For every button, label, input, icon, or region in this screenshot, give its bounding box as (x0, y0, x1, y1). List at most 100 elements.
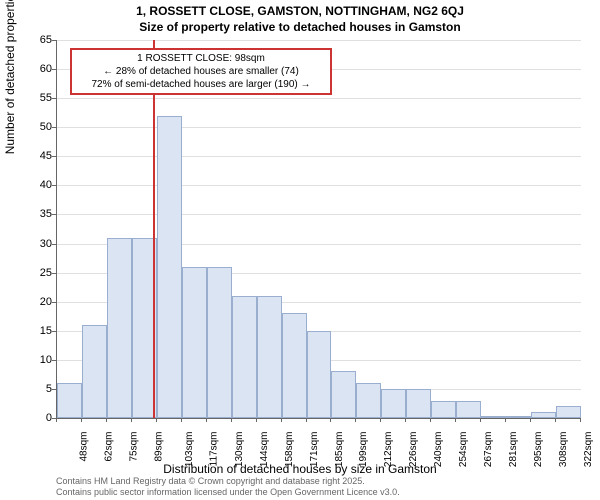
histogram-bar (157, 116, 182, 418)
x-tick-label: 62sqm (103, 432, 114, 462)
x-tick (106, 418, 107, 422)
x-tick (206, 418, 207, 422)
histogram-bar (531, 412, 556, 418)
x-tick-label: 322sqm (583, 432, 594, 468)
histogram-bar (381, 389, 406, 418)
histogram-bar (307, 331, 332, 418)
y-tick-label: 25 (22, 267, 52, 279)
y-tick (52, 273, 56, 274)
y-tick-label: 30 (22, 238, 52, 250)
histogram-bar (431, 401, 456, 418)
histogram-bar (57, 383, 82, 418)
footer-text: Contains HM Land Registry data © Crown c… (56, 476, 400, 498)
x-tick-label: 199sqm (359, 432, 370, 468)
y-tick (52, 156, 56, 157)
x-tick (131, 418, 132, 422)
x-tick-label: 117sqm (208, 432, 219, 467)
title-sub: Size of property relative to detached ho… (0, 20, 600, 34)
x-tick-label: 158sqm (284, 432, 295, 468)
y-tick (52, 185, 56, 186)
histogram-bar (207, 267, 232, 418)
y-tick-label: 40 (22, 179, 52, 191)
grid-line (57, 98, 581, 99)
histogram-bar (331, 371, 356, 418)
annotation-line: 1 ROSSETT CLOSE: 98sqm (78, 52, 324, 65)
y-tick (52, 40, 56, 41)
x-tick (405, 418, 406, 422)
y-tick-label: 50 (22, 121, 52, 133)
x-tick-label: 226sqm (408, 432, 419, 468)
grid-line (57, 156, 581, 157)
y-tick (52, 360, 56, 361)
y-tick-label: 20 (22, 296, 52, 308)
marker-line (153, 40, 155, 418)
y-tick-label: 10 (22, 354, 52, 366)
x-tick (455, 418, 456, 422)
x-tick-label: 240sqm (433, 432, 444, 468)
histogram-bar (506, 416, 531, 418)
y-tick (52, 127, 56, 128)
x-tick-label: 267sqm (483, 432, 494, 468)
x-tick-label: 185sqm (334, 432, 345, 468)
y-tick (52, 244, 56, 245)
x-tick-label: 75sqm (128, 432, 139, 462)
x-tick (555, 418, 556, 422)
y-tick-label: 65 (22, 34, 52, 46)
x-tick (505, 418, 506, 422)
x-tick (281, 418, 282, 422)
annotation-line: 72% of semi-detached houses are larger (… (78, 78, 324, 91)
y-tick (52, 331, 56, 332)
chart-container: 1, ROSSETT CLOSE, GAMSTON, NOTTINGHAM, N… (0, 0, 600, 500)
x-tick-label: 144sqm (259, 432, 270, 468)
histogram-bar (481, 416, 506, 418)
x-tick-label: 281sqm (508, 432, 519, 468)
y-tick (52, 214, 56, 215)
x-tick-label: 171sqm (309, 432, 320, 468)
footer-line2: Contains public sector information licen… (56, 487, 400, 498)
footer-line1: Contains HM Land Registry data © Crown c… (56, 476, 400, 487)
histogram-bar (82, 325, 107, 418)
x-tick-label: 130sqm (234, 432, 245, 468)
x-tick (530, 418, 531, 422)
grid-line (57, 185, 581, 186)
y-tick (52, 389, 56, 390)
grid-line (57, 214, 581, 215)
histogram-bar (257, 296, 282, 418)
histogram-bar (182, 267, 207, 418)
plot-area (56, 40, 581, 419)
histogram-bar (406, 389, 431, 418)
x-tick (256, 418, 257, 422)
x-tick (306, 418, 307, 422)
x-tick-label: 295sqm (533, 432, 544, 468)
x-tick-label: 103sqm (184, 432, 195, 468)
y-tick-label: 35 (22, 208, 52, 220)
x-tick-label: 212sqm (384, 432, 395, 468)
x-tick (380, 418, 381, 422)
y-tick-label: 5 (22, 383, 52, 395)
x-tick (181, 418, 182, 422)
annotation-box: 1 ROSSETT CLOSE: 98sqm← 28% of detached … (70, 48, 332, 95)
y-tick (52, 98, 56, 99)
grid-line (57, 127, 581, 128)
y-axis-title: Number of detached properties (3, 0, 17, 154)
y-tick-label: 0 (22, 412, 52, 424)
title-main: 1, ROSSETT CLOSE, GAMSTON, NOTTINGHAM, N… (0, 4, 600, 18)
x-tick-label: 89sqm (153, 432, 164, 462)
x-tick (355, 418, 356, 422)
x-tick-label: 308sqm (558, 432, 569, 468)
histogram-bar (456, 401, 481, 418)
x-tick-label: 254sqm (458, 432, 469, 468)
histogram-bar (282, 313, 307, 418)
y-tick-label: 45 (22, 150, 52, 162)
y-tick-label: 15 (22, 325, 52, 337)
histogram-bar (232, 296, 257, 418)
grid-line (57, 40, 581, 41)
x-tick (580, 418, 581, 422)
x-tick (231, 418, 232, 422)
histogram-bar (556, 406, 581, 418)
y-tick (52, 69, 56, 70)
x-tick (430, 418, 431, 422)
x-tick (156, 418, 157, 422)
x-tick (330, 418, 331, 422)
x-tick (56, 418, 57, 422)
